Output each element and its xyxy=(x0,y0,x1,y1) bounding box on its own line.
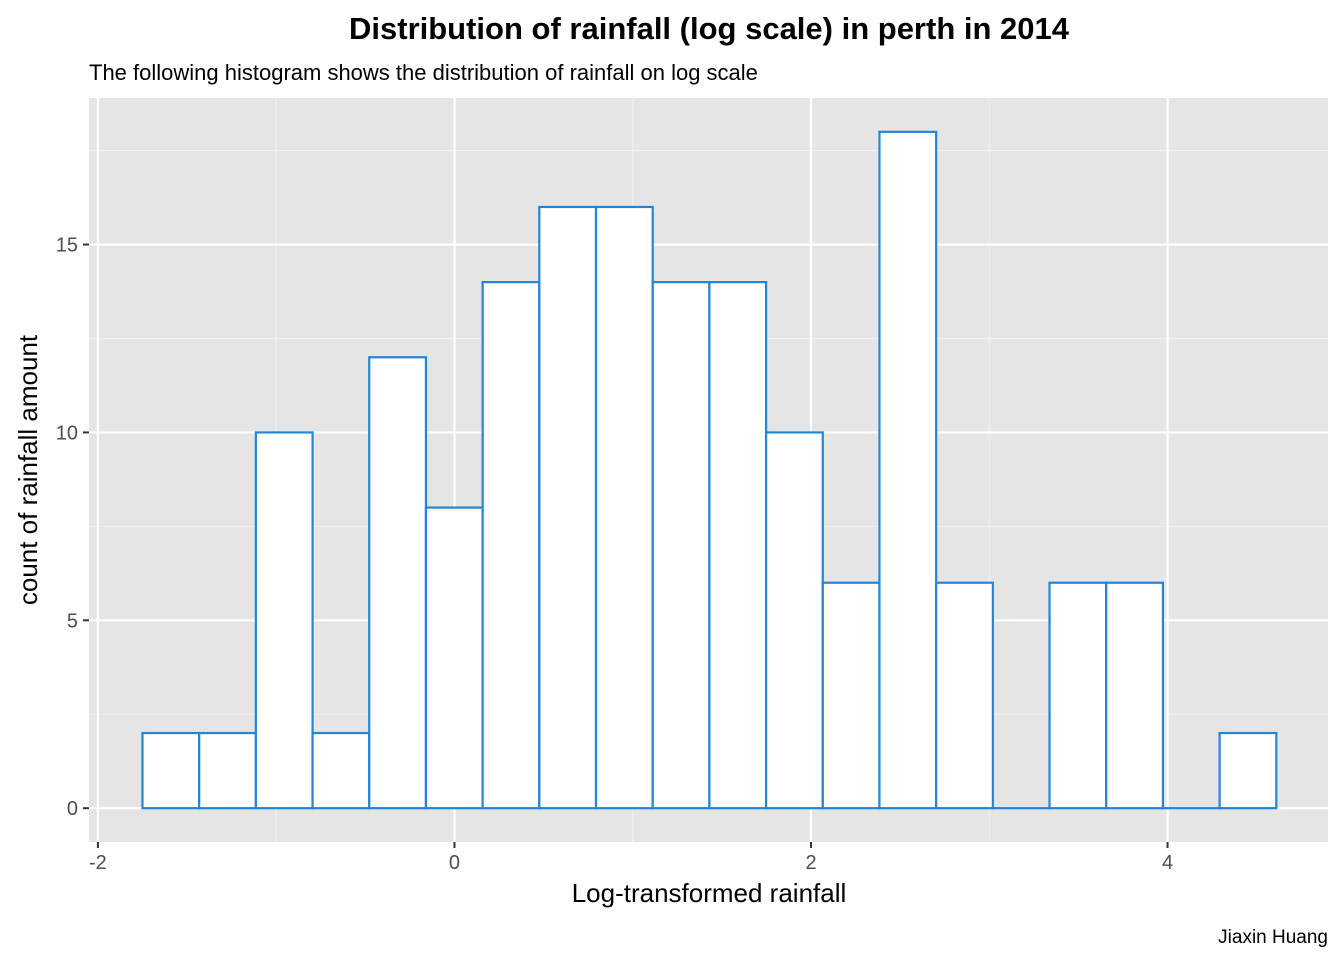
x-tick-label: 0 xyxy=(449,852,460,874)
histogram-bar xyxy=(254,431,314,810)
histogram-bar xyxy=(764,431,824,810)
x-tick-label: 2 xyxy=(805,852,816,874)
y-tick-label: 5 xyxy=(67,610,78,632)
x-axis: -2 0 2 4 xyxy=(89,842,1173,874)
y-tick-label: 15 xyxy=(56,235,78,257)
histogram-bar xyxy=(368,356,428,810)
histogram-bar xyxy=(935,581,994,810)
histogram-bar xyxy=(538,205,598,810)
x-axis-title: Log-transformed rainfall xyxy=(572,878,847,908)
histogram-bar xyxy=(594,205,654,810)
y-tick-label: 10 xyxy=(56,422,78,444)
y-axis-title: count of rainfall amount xyxy=(13,334,43,605)
histogram-bar xyxy=(424,506,484,810)
histogram-bar xyxy=(651,281,711,810)
chart-title: Distribution of rainfall (log scale) in … xyxy=(349,11,1070,46)
histogram-bar xyxy=(141,731,201,810)
histogram-bar xyxy=(1048,581,1108,810)
x-tick-label: 4 xyxy=(1162,852,1173,874)
histogram-bars xyxy=(141,130,1278,810)
histogram-bar xyxy=(708,281,768,810)
histogram-bar xyxy=(311,731,371,810)
chart-subtitle: The following histogram shows the distri… xyxy=(89,60,758,85)
histogram-bar xyxy=(1105,581,1165,810)
histogram-bar xyxy=(198,731,257,810)
histogram-bar xyxy=(481,281,541,810)
x-tick-label: -2 xyxy=(89,852,107,874)
histogram-bar xyxy=(821,581,881,810)
histogram-bar xyxy=(878,130,938,810)
chart-caption: Jiaxin Huang xyxy=(1218,927,1328,948)
histogram-bar xyxy=(1218,731,1278,810)
y-tick-label: 0 xyxy=(67,798,78,820)
y-axis: 0 5 10 15 xyxy=(56,235,89,820)
